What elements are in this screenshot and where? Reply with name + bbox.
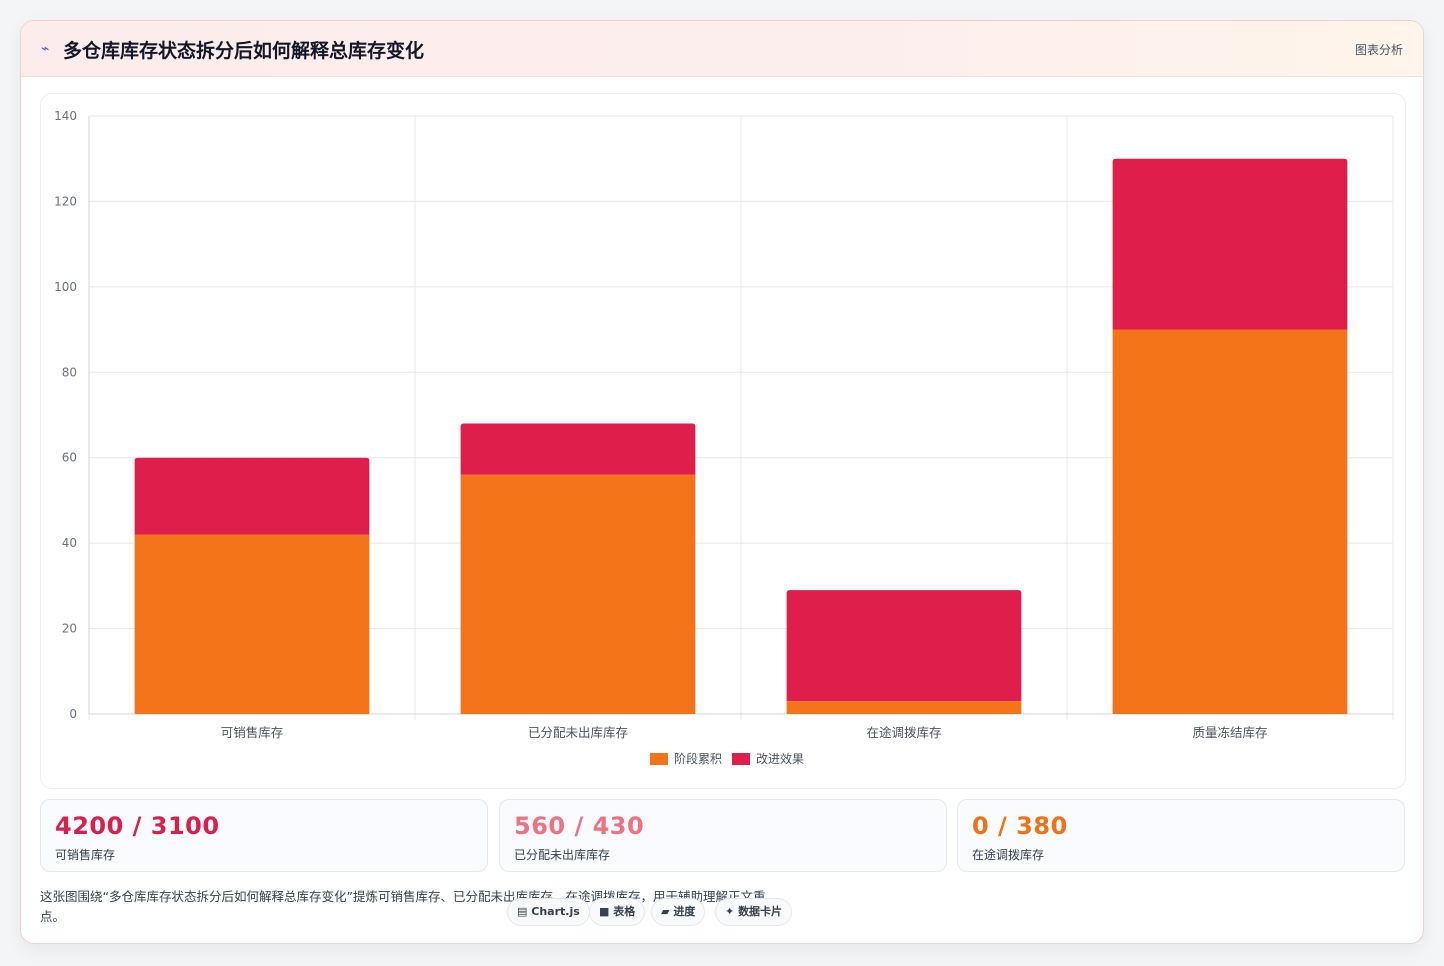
chart-card: ⌁ 多仓库库存状态拆分后如何解释总库存变化 图表分析 0 20 40 60 80 100 1… xyxy=(20,20,1424,944)
bar-segment xyxy=(460,423,696,475)
stat-label: 可销售库存 xyxy=(55,848,116,862)
x-tick-label: 已分配未出库库存 xyxy=(528,725,628,740)
y-tick-label: 140 xyxy=(54,109,77,123)
stacked-bar-chart: 0 20 40 60 80 100 120 140 可销售库存 已分配未出库库存 在途调拨库存 质量冻… xyxy=(54,109,1394,766)
chip-label: 表格 xyxy=(613,905,636,918)
chip-label: Chart.js xyxy=(531,905,580,918)
chart-area: 0 20 40 60 80 100 120 140 可销售库存 已分配未出库库存 在途调拨库存 质量冻… xyxy=(40,93,1406,789)
chip-data-card[interactable]: ✦ 数据卡片 xyxy=(715,898,793,926)
chip-label: 进度 xyxy=(673,905,696,918)
y-tick-label: 20 xyxy=(62,622,77,636)
stat-value: 4200 / 3100 xyxy=(55,812,220,840)
bar-segment xyxy=(460,474,696,714)
legend-swatch xyxy=(732,753,750,765)
legend-swatch xyxy=(650,753,668,765)
y-tick-label: 60 xyxy=(62,451,77,465)
table-icon: ▤ xyxy=(517,905,528,918)
progress-icon: ▰ xyxy=(661,905,670,918)
y-tick-label: 0 xyxy=(69,707,77,721)
chip-progress[interactable]: ▰ 进度 xyxy=(651,898,706,926)
bar-segment xyxy=(786,701,1022,714)
stat-value: 560 / 430 xyxy=(514,812,645,840)
bar-segment xyxy=(134,534,370,714)
y-tick-label: 80 xyxy=(62,365,77,379)
bar-segment xyxy=(1112,329,1348,714)
stat-label: 在途调拨库存 xyxy=(972,848,1045,862)
legend-label: 阶段累积 xyxy=(674,751,722,766)
stat-card-allocated: 560 / 430 已分配未出库库存 xyxy=(499,799,947,872)
card-header: ⌁ 多仓库库存状态拆分后如何解释总库存变化 图表分析 xyxy=(21,21,1423,77)
y-tick-label: 100 xyxy=(54,280,77,294)
card-title: 多仓库库存状态拆分后如何解释总库存变化 xyxy=(63,40,425,62)
stat-card-sellable: 4200 / 3100 可销售库存 xyxy=(40,799,488,872)
bar-segment xyxy=(1112,158,1348,330)
x-tick-label: 可销售库存 xyxy=(221,725,284,740)
bar-segment xyxy=(134,457,370,535)
legend-label: 改进效果 xyxy=(756,751,804,766)
stat-label: 已分配未出库库存 xyxy=(514,848,611,862)
square-icon: ■ xyxy=(599,905,610,918)
sparkle-icon: ✦ xyxy=(725,905,735,918)
chip-label: 数据卡片 xyxy=(738,905,783,918)
bar-segment xyxy=(786,590,1022,702)
stat-card-in-transit: 0 / 380 在途调拨库存 xyxy=(957,799,1405,872)
chip-chartjs[interactable]: ▤ Chart.js xyxy=(507,898,590,926)
stat-value: 0 / 380 xyxy=(972,812,1068,840)
line-chart-icon: ⌁ xyxy=(41,41,50,57)
x-tick-label: 质量冻结库存 xyxy=(1192,725,1267,740)
chart-analysis-tag: 图表分析 xyxy=(1354,43,1403,57)
y-tick-label: 40 xyxy=(62,536,77,550)
chip-table[interactable]: ■ 表格 xyxy=(589,898,646,926)
y-tick-label: 120 xyxy=(54,194,77,208)
x-tick-label: 在途调拨库存 xyxy=(866,725,941,740)
